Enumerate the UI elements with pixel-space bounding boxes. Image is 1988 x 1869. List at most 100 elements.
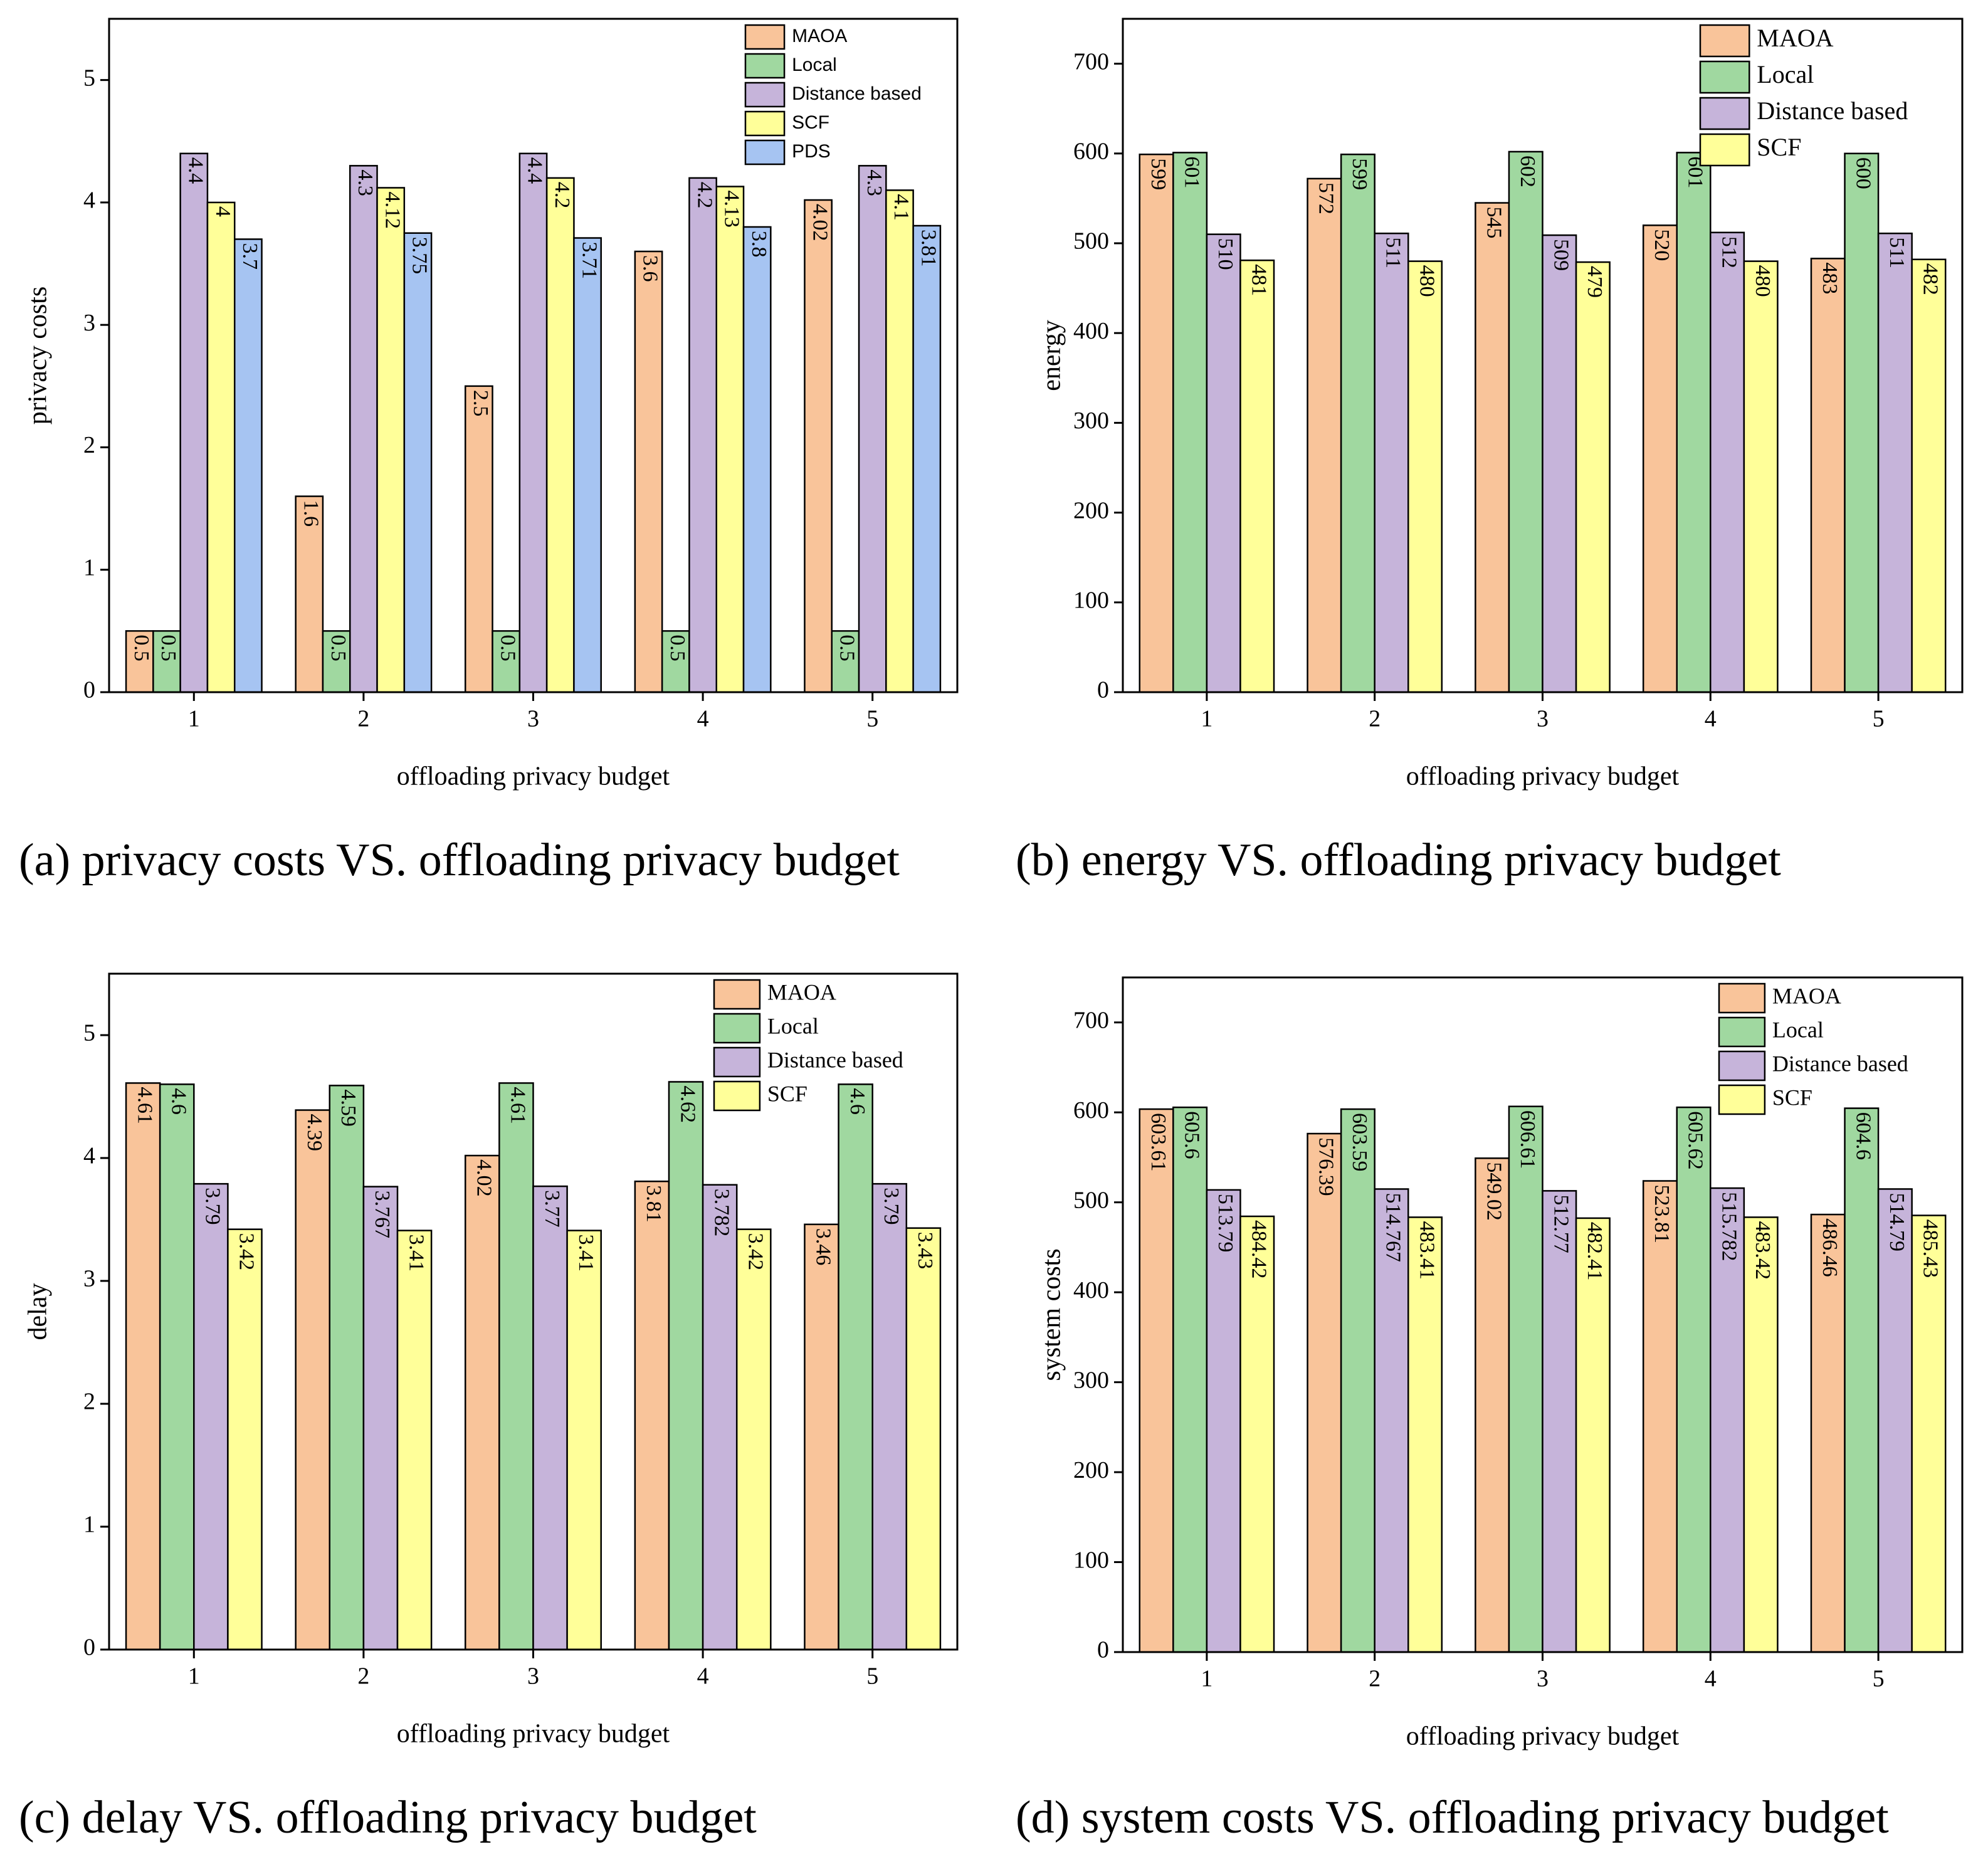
- y-tick-label: 700: [1073, 48, 1109, 75]
- data-label: 576.39: [1315, 1137, 1338, 1196]
- x-tick-label: 3: [527, 706, 539, 732]
- y-tick-label: 600: [1073, 139, 1109, 165]
- bar: [295, 1109, 331, 1651]
- data-label: 4.61: [507, 1087, 530, 1124]
- y-axis-label: system costs: [1038, 1248, 1066, 1381]
- data-label: 3.42: [744, 1233, 767, 1271]
- data-label: 3.77: [540, 1190, 564, 1228]
- data-label: 603.59: [1348, 1113, 1371, 1172]
- data-label: 599: [1147, 158, 1170, 190]
- data-label: 549.02: [1482, 1162, 1505, 1221]
- legend-swatch: [1718, 1016, 1766, 1048]
- bar: [804, 1223, 839, 1651]
- panel: 0 100 200 300 400 500 600 700 1 599 601 510 481 2 572 5…: [1016, 18, 1964, 886]
- data-label: 3.7: [238, 243, 261, 270]
- legend-label: MAOA: [1772, 983, 1841, 1008]
- data-label: 603.61: [1147, 1113, 1170, 1172]
- bar: [1877, 232, 1913, 693]
- y-tick-label: 5: [83, 65, 95, 91]
- data-label: 4.2: [550, 182, 574, 209]
- data-label: 520: [1650, 229, 1673, 261]
- legend-label: Local: [1772, 1017, 1824, 1042]
- data-label: 483.41: [1415, 1221, 1438, 1280]
- bar: [1542, 234, 1577, 693]
- bar: [349, 165, 378, 693]
- y-axis-label: energy: [1038, 320, 1066, 391]
- legend-swatch: [744, 24, 786, 50]
- data-label: 4.61: [133, 1087, 156, 1124]
- y-tick-label: 0: [83, 1635, 95, 1661]
- x-tick-label: 5: [1873, 1666, 1885, 1692]
- y-tick-label: 500: [1073, 1187, 1109, 1213]
- legend-swatch: [713, 1013, 761, 1044]
- bar: [1911, 258, 1947, 693]
- bar: [295, 495, 324, 693]
- data-label: 4.3: [354, 169, 377, 196]
- y-tick-label: 1: [83, 554, 95, 581]
- plot-frame: [108, 972, 959, 1651]
- bar: [885, 189, 914, 693]
- bar: [1743, 260, 1779, 693]
- bar: [1407, 1216, 1443, 1653]
- data-label: 4.2: [693, 182, 716, 209]
- data-label: 4.02: [808, 204, 831, 241]
- data-label: 3.81: [642, 1185, 665, 1223]
- y-tick-label: 5: [83, 1020, 95, 1046]
- legend-swatch: [1699, 133, 1750, 167]
- y-tick-label: 200: [1073, 1457, 1109, 1483]
- legend-label: Distance based: [1772, 1051, 1908, 1076]
- data-label: 511: [1382, 237, 1405, 268]
- plot-frame: [1122, 976, 1964, 1653]
- data-label: 485.43: [1919, 1219, 1942, 1278]
- x-tick-label: 1: [188, 1663, 200, 1690]
- data-label: 4.62: [676, 1085, 699, 1123]
- bar: [1911, 1214, 1947, 1653]
- bar: [735, 1228, 772, 1651]
- bar: [1206, 1189, 1241, 1653]
- data-label: 481: [1247, 264, 1270, 296]
- bar: [905, 1227, 942, 1651]
- x-tick-label: 5: [1873, 706, 1885, 732]
- data-label: 482: [1919, 263, 1942, 295]
- y-tick-label: 300: [1073, 1367, 1109, 1393]
- bar: [1810, 1213, 1846, 1653]
- x-tick-label: 3: [527, 1663, 539, 1690]
- data-label: 484.42: [1247, 1220, 1270, 1279]
- bar: [1676, 152, 1712, 693]
- y-tick-label: 0: [83, 677, 95, 703]
- data-label: 4.6: [846, 1088, 869, 1115]
- data-label: 572: [1315, 182, 1338, 214]
- data-label: 482.41: [1583, 1222, 1606, 1281]
- bar: [1172, 1106, 1208, 1653]
- bar: [1374, 1188, 1409, 1653]
- legend-label: SCF: [767, 1081, 807, 1106]
- bar: [1575, 1217, 1611, 1653]
- bar: [545, 177, 575, 693]
- data-label: 483.42: [1751, 1221, 1774, 1280]
- legend-label: MAOA: [767, 979, 836, 1004]
- legend-swatch: [1718, 1050, 1766, 1082]
- y-tick-label: 100: [1073, 1547, 1109, 1573]
- data-label: 604.6: [1852, 1112, 1875, 1161]
- x-tick-label: 5: [866, 706, 878, 732]
- caption: (a) privacy costs VS. offloading privacy…: [19, 834, 900, 886]
- data-label: 486.46: [1818, 1218, 1841, 1277]
- x-tick-label: 4: [697, 706, 709, 732]
- legend-label: Local: [1757, 60, 1814, 88]
- data-label: 3.8: [747, 231, 770, 258]
- x-tick-label: 1: [1201, 706, 1212, 732]
- caption: (b) energy VS. offloading privacy budget: [1016, 834, 1781, 886]
- legend-label: Local: [792, 55, 837, 75]
- x-tick-label: 2: [357, 706, 369, 732]
- x-tick-label: 2: [1369, 706, 1381, 732]
- legend-swatch: [744, 82, 786, 108]
- y-tick-label: 4: [83, 187, 95, 214]
- data-label: 4.59: [337, 1089, 360, 1127]
- caption: (c) delay VS. offloading privacy budget: [19, 1792, 757, 1843]
- data-label: 3.782: [710, 1189, 733, 1237]
- x-tick-label: 4: [1705, 706, 1717, 732]
- legend-swatch: [1699, 24, 1750, 58]
- bar: [668, 1081, 704, 1651]
- bar: [715, 186, 745, 693]
- y-tick-label: 300: [1073, 408, 1109, 434]
